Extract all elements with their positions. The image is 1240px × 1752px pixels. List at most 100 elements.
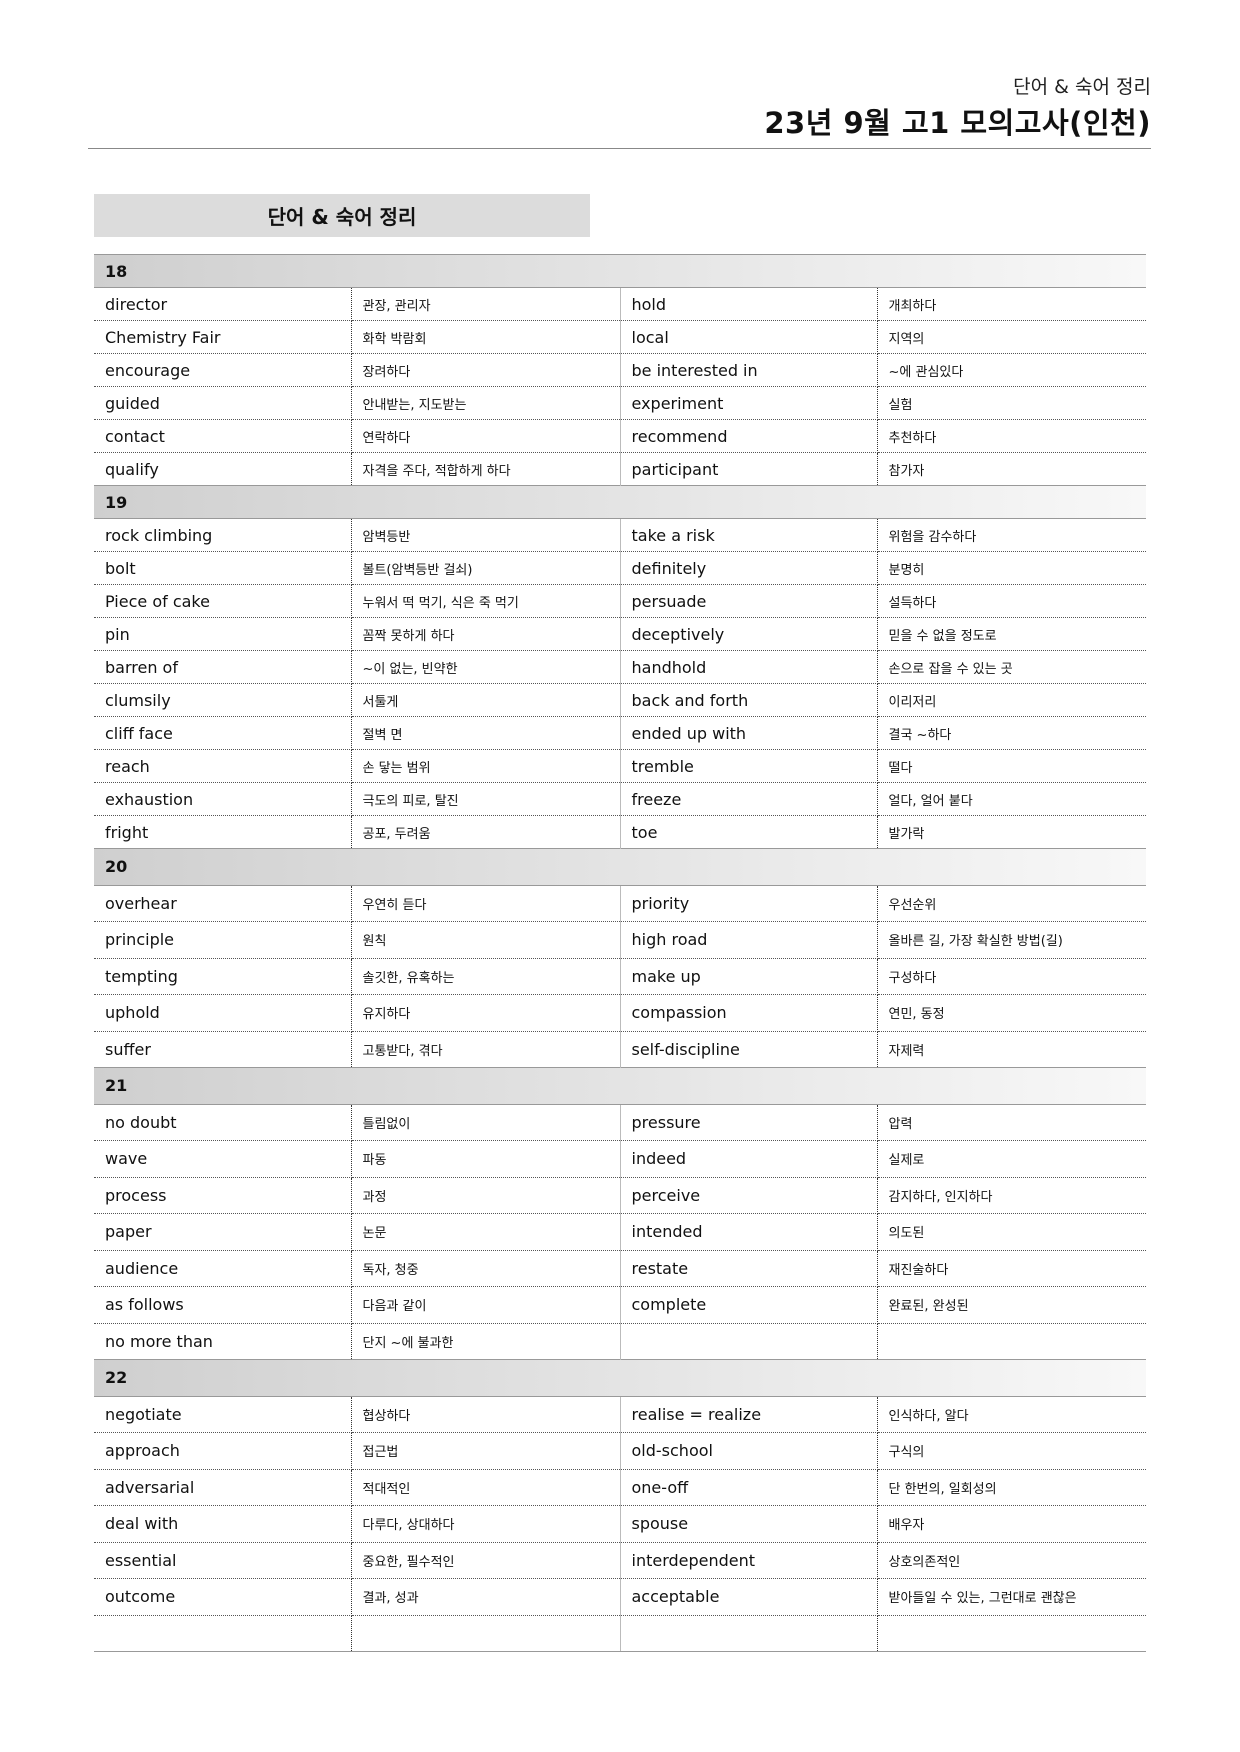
english-term: take a risk: [620, 518, 878, 552]
section-number: 22: [94, 1359, 1147, 1397]
table-row: bolt 볼트(암벽등반 걸쇠) definitely 분명히: [94, 551, 1147, 585]
table-row: Chemistry Fair 화학 박람회 local 지역의: [94, 320, 1147, 354]
english-term: principle: [94, 921, 352, 959]
english-term: as follows: [94, 1286, 352, 1324]
english-term: director: [94, 287, 352, 321]
english-term: handhold: [620, 650, 878, 684]
english-term: experiment: [620, 386, 878, 420]
section-number: 18: [94, 254, 1147, 288]
table-row: adversarial 적대적인 one-off 단 한번의, 일회성의: [94, 1469, 1147, 1506]
english-term: audience: [94, 1250, 352, 1287]
korean-meaning: 과정: [351, 1177, 621, 1214]
korean-meaning: 배우자: [877, 1505, 1147, 1543]
english-term: exhaustion: [94, 782, 352, 816]
table-row: Piece of cake 누워서 떡 먹기, 식은 죽 먹기 persuade 설득…: [94, 584, 1147, 618]
section-number: 21: [94, 1067, 1147, 1105]
table-row: pin 꼼짝 못하게 하다 deceptively 믿을 수 없을 정도로: [94, 617, 1147, 651]
english-term: toe: [620, 815, 878, 849]
english-term: no doubt: [94, 1104, 352, 1141]
english-term: process: [94, 1177, 352, 1214]
korean-meaning: 암벽등반: [351, 518, 621, 552]
english-term: participant: [620, 452, 878, 486]
korean-meaning: 감지하다, 인지하다: [877, 1177, 1147, 1214]
korean-meaning: 추천하다: [877, 419, 1147, 453]
table-row: audience 독자, 청중 restate 재진술하다: [94, 1250, 1147, 1287]
korean-meaning: 결국 ~하다: [877, 716, 1147, 750]
korean-meaning: 화학 박람회: [351, 320, 621, 354]
table-row: fright 공포, 두려움 toe 발가락: [94, 815, 1147, 849]
english-term: freeze: [620, 782, 878, 816]
english-term: tempting: [94, 958, 352, 995]
korean-meaning: 얼다, 얼어 붙다: [877, 782, 1147, 816]
table-row: no more than 단지 ~에 불과한: [94, 1323, 1147, 1360]
english-term: paper: [94, 1213, 352, 1251]
section-header-row: 19: [94, 485, 1147, 519]
table-row: process 과정 perceive 감지하다, 인지하다: [94, 1177, 1147, 1214]
english-term: no more than: [94, 1323, 352, 1360]
korean-meaning: 지역의: [877, 320, 1147, 354]
korean-meaning: 절벽 면: [351, 716, 621, 750]
section-header-row: 21: [94, 1067, 1147, 1105]
table-row: director 관장, 관리자 hold 개최하다: [94, 287, 1147, 321]
table-row: qualify 자격을 주다, 적합하게 하다 participant 참가자: [94, 452, 1147, 486]
english-term: indeed: [620, 1140, 878, 1178]
english-term: outcome: [94, 1578, 352, 1616]
english-term: high road: [620, 921, 878, 959]
korean-meaning: 중요한, 필수적인: [351, 1542, 621, 1579]
korean-meaning: 압력: [877, 1104, 1147, 1141]
table-row: paper 논문 intended 의도된: [94, 1213, 1147, 1251]
english-term: recommend: [620, 419, 878, 453]
english-term: approach: [94, 1432, 352, 1470]
korean-meaning: ~에 관심있다: [877, 353, 1147, 387]
table-row: tempting 솔깃한, 유혹하는 make up 구성하다: [94, 958, 1147, 995]
english-term: acceptable: [620, 1578, 878, 1616]
korean-meaning: 안내받는, 지도받는: [351, 386, 621, 420]
english-term: self-discipline: [620, 1031, 878, 1068]
table-row: exhaustion 극도의 피로, 탈진 freeze 얼다, 얼어 붙다: [94, 782, 1147, 816]
vocabulary-table: 18 director 관장, 관리자 hold 개최하다 Chemistry Fair 화…: [94, 254, 1147, 1652]
korean-meaning: 단지 ~에 불과한: [351, 1323, 621, 1360]
section-title-box: 단어 & 숙어 정리: [94, 194, 590, 237]
korean-meaning: 결과, 성과: [351, 1578, 621, 1616]
english-term: [94, 1615, 352, 1652]
english-term: clumsily: [94, 683, 352, 717]
korean-meaning: 자제력: [877, 1031, 1147, 1068]
korean-meaning: ~이 없는, 빈약한: [351, 650, 621, 684]
english-term: rock climbing: [94, 518, 352, 552]
english-term: make up: [620, 958, 878, 995]
korean-meaning: 믿을 수 없을 정도로: [877, 617, 1147, 651]
table-row: uphold 유지하다 compassion 연민, 동정: [94, 994, 1147, 1032]
table-row: cliff face 절벽 면 ended up with 결국 ~하다: [94, 716, 1147, 750]
korean-meaning: 솔깃한, 유혹하는: [351, 958, 621, 995]
korean-meaning: 꼼짝 못하게 하다: [351, 617, 621, 651]
korean-meaning: 논문: [351, 1213, 621, 1251]
korean-meaning: 협상하다: [351, 1396, 621, 1433]
korean-meaning: 틀림없이: [351, 1104, 621, 1141]
english-term: intended: [620, 1213, 878, 1251]
table-row: essential 중요한, 필수적인 interdependent 상호의존적인: [94, 1542, 1147, 1579]
english-term: wave: [94, 1140, 352, 1178]
english-term: compassion: [620, 994, 878, 1032]
korean-meaning: 파동: [351, 1140, 621, 1178]
korean-meaning: 받아들일 수 있는, 그런대로 괜찮은: [877, 1578, 1147, 1616]
table-row: approach 접근법 old-school 구식의: [94, 1432, 1147, 1470]
english-term: back and forth: [620, 683, 878, 717]
table-row: principle 원칙 high road 올바른 길, 가장 확실한 방법(길): [94, 921, 1147, 959]
korean-meaning: 독자, 청중: [351, 1250, 621, 1287]
english-term: deal with: [94, 1505, 352, 1543]
english-term: restate: [620, 1250, 878, 1287]
section-number: 20: [94, 848, 1147, 886]
korean-meaning: 원칙: [351, 921, 621, 959]
english-term: definitely: [620, 551, 878, 585]
korean-meaning: 개최하다: [877, 287, 1147, 321]
english-term: contact: [94, 419, 352, 453]
english-term: deceptively: [620, 617, 878, 651]
english-term: barren of: [94, 650, 352, 684]
page-title: 23년 9월 고1 모의고사(인천): [764, 106, 1151, 140]
english-term: [620, 1615, 878, 1652]
table-row: deal with 다루다, 상대하다 spouse 배우자: [94, 1505, 1147, 1543]
english-term: interdependent: [620, 1542, 878, 1579]
korean-meaning: 연락하다: [351, 419, 621, 453]
english-term: old-school: [620, 1432, 878, 1470]
korean-meaning: 분명히: [877, 551, 1147, 585]
